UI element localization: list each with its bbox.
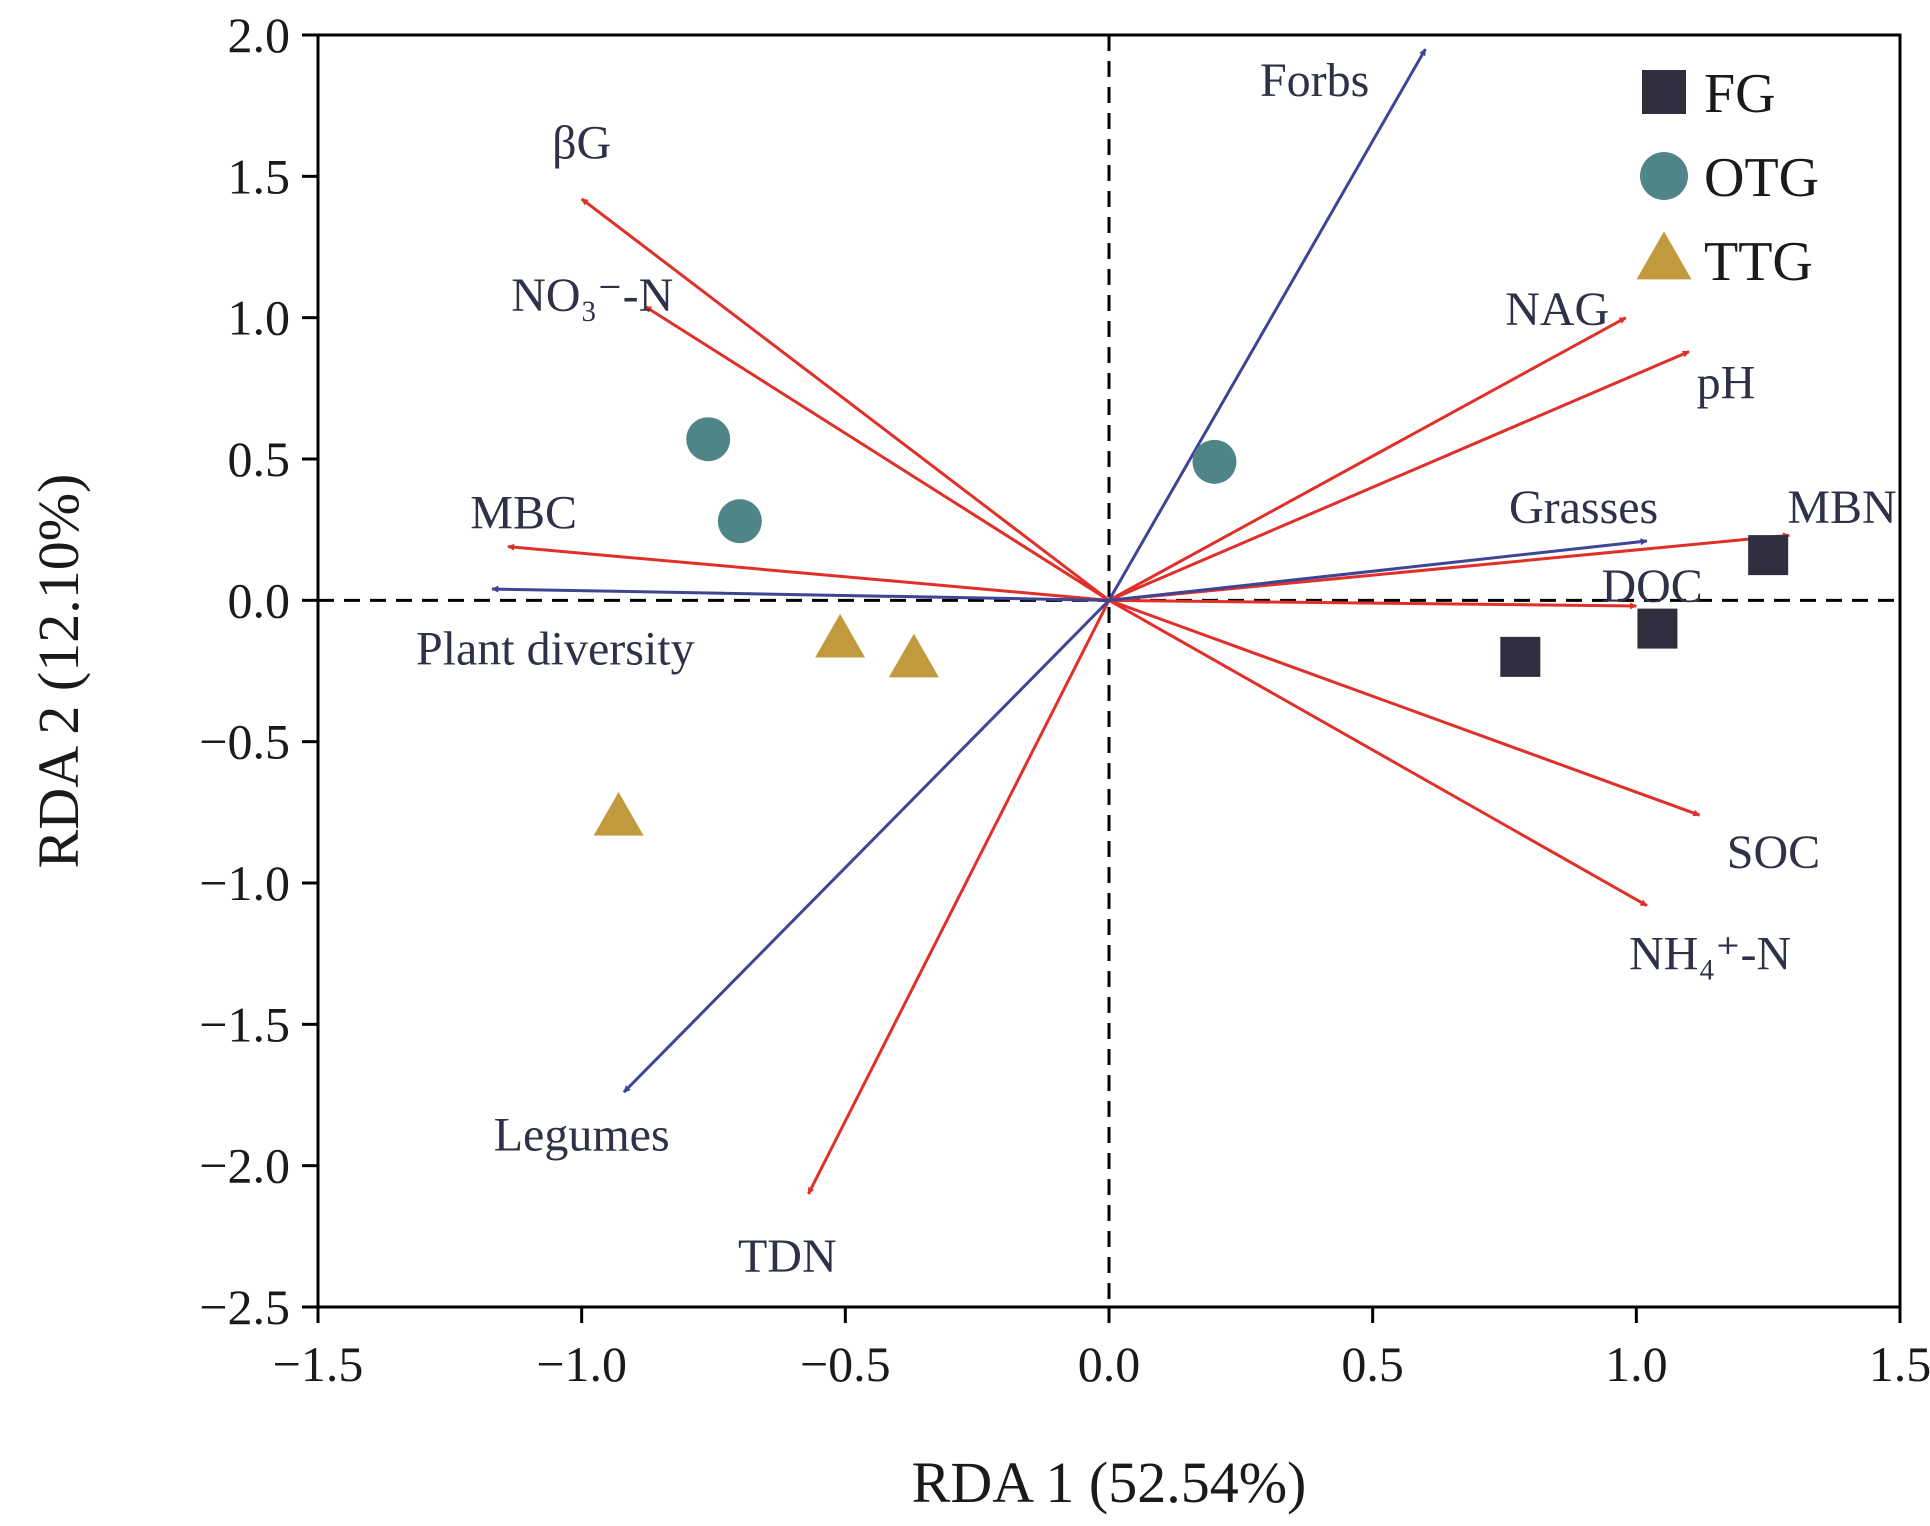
- vector-arrow-tdn: [807, 599, 1111, 1195]
- x-axis: −1.5 −1.0 −0.5 0.0 0.5 1.0 1.5: [273, 1307, 1930, 1392]
- vector-label-doc: DOC: [1601, 560, 1702, 613]
- vector-label-forbs: Forbs: [1260, 54, 1369, 107]
- x-tick-label: 0.5: [1341, 1336, 1404, 1392]
- point-ttg: [888, 633, 939, 678]
- x-axis-title: RDA 1 (52.54%): [912, 1450, 1307, 1515]
- vector-label-legumes: Legumes: [494, 1109, 670, 1162]
- x-tick-label: −1.5: [273, 1336, 364, 1392]
- vector-label-nag: NAG: [1505, 283, 1609, 336]
- point-fg: [1637, 608, 1678, 649]
- vector-arrow-doc: [1108, 598, 1638, 610]
- y-axis-title: RDA 2 (12.10%): [26, 474, 91, 869]
- vector-label-plant-diversity: Plant diversity: [416, 622, 695, 675]
- vector-label-soc: SOC: [1727, 826, 1820, 879]
- y-tick-label: 0.0: [228, 572, 291, 628]
- vector-arrow-mbc: [507, 543, 1110, 602]
- vector-arrow-plant-diversity: [491, 585, 1110, 602]
- vector-label-g: βG: [552, 116, 611, 169]
- vector-arrow-nag: [1108, 316, 1627, 602]
- vector-arrow-soc: [1108, 598, 1701, 817]
- vector-labels: βG NO₃⁻-N MBC NAG pH MBN DOC SOC NH₄⁺-N TDN Forbs G…: [416, 54, 1897, 1283]
- point-fg: [1500, 636, 1541, 677]
- y-tick-label: 1.0: [228, 290, 291, 346]
- y-tick-label: −2.5: [199, 1279, 290, 1335]
- legend-label-fg: FG: [1704, 63, 1776, 125]
- vector-label-mbn: MBN: [1787, 481, 1896, 534]
- point-otg: [717, 499, 762, 544]
- vector-label-mbc: MBC: [470, 487, 577, 540]
- legend-marker-otg: [1640, 152, 1688, 200]
- vector-arrow-nh-n: [1108, 599, 1648, 907]
- vector-arrow-forbs: [1107, 48, 1427, 602]
- y-tick-label: 0.5: [228, 431, 291, 487]
- x-tick-label: −0.5: [800, 1336, 891, 1392]
- x-tick-label: 1.5: [1869, 1336, 1930, 1392]
- y-tick-label: 1.5: [228, 148, 291, 204]
- vector-arrows: [491, 48, 1790, 1195]
- vector-arrow-ph: [1108, 350, 1690, 602]
- legend-marker-fg: [1642, 70, 1686, 114]
- vector-arrow-mbn: [1108, 532, 1790, 602]
- vector-label-tdn: TDN: [738, 1230, 837, 1283]
- vector-arrow-grasses: [1108, 538, 1648, 602]
- vector-label-no-n: NO₃⁻-N: [511, 269, 673, 322]
- vector-arrow-g: [580, 197, 1110, 602]
- x-tick-label: 1.0: [1605, 1336, 1668, 1392]
- legend-label-ttg: TTG: [1704, 231, 1813, 293]
- legend-label-otg: OTG: [1704, 147, 1819, 209]
- legend-marker-ttg: [1636, 231, 1692, 280]
- point-fg: [1748, 535, 1789, 576]
- vector-label-ph: pH: [1697, 357, 1756, 410]
- vector-arrow-legumes: [622, 599, 1111, 1094]
- y-tick-label: −0.5: [199, 714, 290, 770]
- y-axis: −2.5 −2.0 −1.5 −1.0 −0.5 0.0 0.5 1.0 1.5 2.0: [199, 7, 318, 1335]
- point-ttg: [815, 613, 866, 658]
- y-tick-label: −2.0: [199, 1138, 290, 1194]
- x-tick-label: 0.0: [1078, 1336, 1141, 1392]
- y-tick-label: −1.0: [199, 855, 290, 911]
- point-otg: [1192, 439, 1237, 484]
- vector-label-nh-n: NH₄⁺-N: [1629, 928, 1791, 981]
- x-tick-label: −1.0: [536, 1336, 627, 1392]
- legend: FG OTG TTG: [1636, 63, 1819, 293]
- vector-label-grasses: Grasses: [1509, 481, 1658, 534]
- vector-arrow-no-n: [644, 305, 1110, 602]
- y-tick-label: −1.5: [199, 996, 290, 1052]
- point-ttg: [593, 791, 644, 836]
- sample-points: [593, 417, 1789, 836]
- point-otg: [686, 417, 731, 462]
- y-tick-label: 2.0: [228, 7, 291, 63]
